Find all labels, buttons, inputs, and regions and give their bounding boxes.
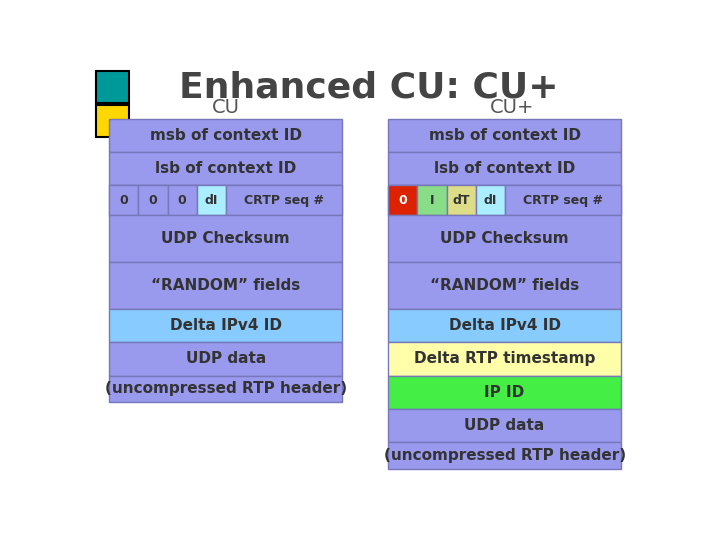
Text: UDP Checksum: UDP Checksum bbox=[441, 231, 569, 246]
Text: “RANDOM” fields: “RANDOM” fields bbox=[151, 278, 300, 293]
Text: CRTP seq #: CRTP seq # bbox=[244, 194, 324, 207]
Bar bbox=[388, 119, 621, 152]
Bar bbox=[476, 185, 505, 215]
Text: 0: 0 bbox=[148, 194, 158, 207]
Bar bbox=[505, 185, 621, 215]
Text: msb of context ID: msb of context ID bbox=[150, 128, 302, 143]
Bar bbox=[109, 215, 342, 262]
Text: lsb of context ID: lsb of context ID bbox=[434, 161, 575, 176]
Text: “RANDOM” fields: “RANDOM” fields bbox=[430, 278, 580, 293]
Text: Delta IPv4 ID: Delta IPv4 ID bbox=[170, 318, 282, 333]
Bar bbox=[197, 185, 225, 215]
Bar bbox=[388, 442, 621, 469]
Text: lsb of context ID: lsb of context ID bbox=[155, 161, 296, 176]
Bar bbox=[109, 342, 342, 376]
Bar bbox=[109, 185, 138, 215]
Text: 0: 0 bbox=[178, 194, 186, 207]
Text: Delta RTP timestamp: Delta RTP timestamp bbox=[414, 352, 595, 367]
Text: msb of context ID: msb of context ID bbox=[428, 128, 580, 143]
Text: dI: dI bbox=[483, 194, 497, 207]
Bar bbox=[138, 185, 168, 215]
Text: UDP Checksum: UDP Checksum bbox=[161, 231, 290, 246]
Text: 0: 0 bbox=[120, 194, 128, 207]
Text: Enhanced CU: CU+: Enhanced CU: CU+ bbox=[179, 71, 559, 105]
Text: CU+: CU+ bbox=[490, 98, 535, 117]
Bar bbox=[446, 185, 476, 215]
Bar bbox=[96, 71, 129, 103]
Bar bbox=[96, 105, 129, 137]
Text: dI: dI bbox=[204, 194, 217, 207]
Text: dT: dT bbox=[452, 194, 469, 207]
Bar bbox=[388, 185, 621, 215]
Text: (uncompressed RTP header): (uncompressed RTP header) bbox=[104, 381, 347, 396]
Bar bbox=[225, 185, 342, 215]
Text: 0: 0 bbox=[399, 194, 408, 207]
Text: UDP data: UDP data bbox=[186, 352, 266, 367]
Text: CRTP seq #: CRTP seq # bbox=[523, 194, 603, 207]
Bar bbox=[109, 309, 342, 342]
Bar bbox=[168, 185, 197, 215]
Bar bbox=[109, 376, 342, 402]
Bar bbox=[388, 262, 621, 309]
Text: Delta IPv4 ID: Delta IPv4 ID bbox=[449, 318, 561, 333]
Text: IP ID: IP ID bbox=[485, 385, 525, 400]
Bar bbox=[388, 215, 621, 262]
Text: CU: CU bbox=[212, 98, 240, 117]
Bar bbox=[388, 342, 621, 376]
Bar bbox=[388, 309, 621, 342]
Text: UDP data: UDP data bbox=[464, 418, 545, 433]
Text: I: I bbox=[430, 194, 434, 207]
Bar bbox=[109, 119, 342, 152]
Bar bbox=[109, 185, 342, 215]
Bar bbox=[388, 152, 621, 185]
Text: (uncompressed RTP header): (uncompressed RTP header) bbox=[384, 448, 626, 463]
Bar bbox=[109, 152, 342, 185]
Bar bbox=[109, 262, 342, 309]
Bar bbox=[388, 409, 621, 442]
Bar bbox=[388, 185, 418, 215]
Bar bbox=[388, 376, 621, 409]
Bar bbox=[418, 185, 446, 215]
